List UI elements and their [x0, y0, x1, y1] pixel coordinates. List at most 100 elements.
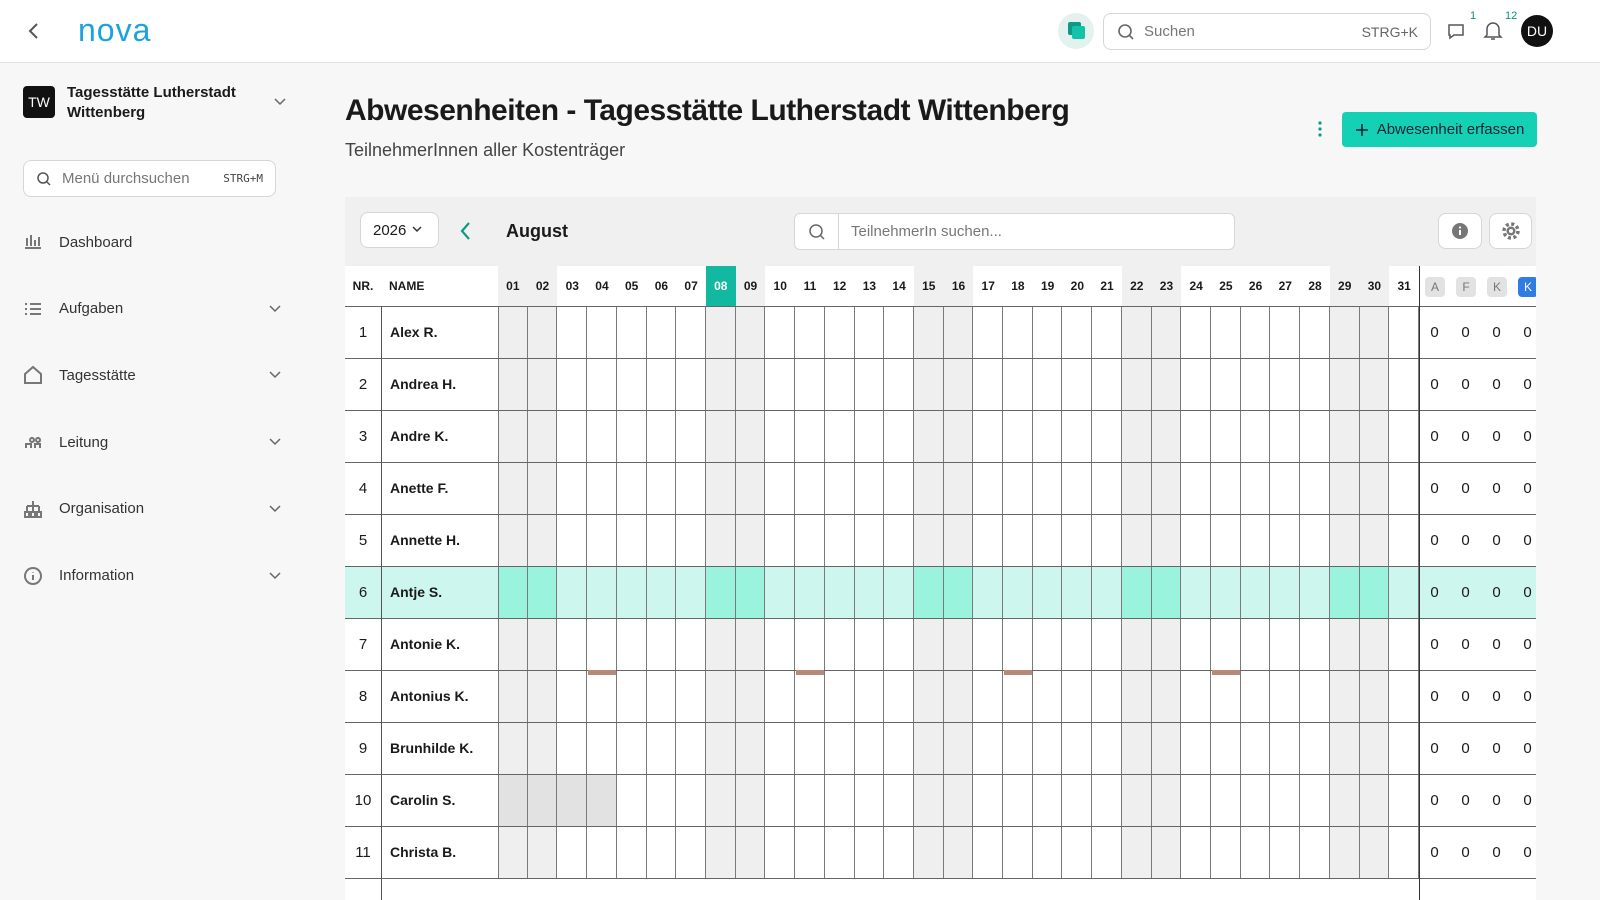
day-cell	[1032, 307, 1063, 358]
app-switch[interactable]	[1058, 13, 1094, 49]
back-button[interactable]	[24, 21, 44, 41]
day-cell	[1003, 775, 1033, 826]
count: 0	[1430, 583, 1439, 601]
logo[interactable]: nova	[78, 12, 152, 48]
org-name[interactable]: Tagesstätte Lutherstadt Wittenberg	[67, 84, 236, 121]
count: 0	[1461, 843, 1470, 861]
count: 0	[1492, 843, 1501, 861]
menu-chevron	[269, 505, 281, 512]
absence-marker	[1004, 670, 1032, 675]
avatar[interactable]: DU	[1521, 15, 1553, 47]
menu-item-label: Organisation	[59, 500, 145, 518]
day-cell	[1270, 775, 1301, 826]
day-cell	[765, 775, 796, 826]
menu-item[interactable]: Dashboard	[23, 227, 283, 257]
day-cell	[527, 515, 558, 566]
day-cell	[1121, 359, 1152, 410]
menu-item-label: Dashboard	[59, 233, 133, 251]
day-cell	[1211, 619, 1241, 670]
day-cell	[1151, 411, 1182, 462]
global-search[interactable]: Suchen STRG+K	[1103, 13, 1431, 50]
day-cell	[1092, 307, 1122, 358]
day-cell	[646, 463, 677, 514]
day-header: 12	[832, 279, 847, 293]
day-cell	[913, 463, 944, 514]
day-cell	[1032, 723, 1063, 774]
day-header: 26	[1248, 279, 1263, 293]
settings-button[interactable]	[1489, 213, 1532, 249]
day-header: 27	[1278, 279, 1292, 293]
day-cell	[913, 619, 944, 670]
menu-item[interactable]: Tagesstätte	[23, 360, 283, 390]
menu-chevron	[269, 438, 281, 446]
day-cell	[1121, 307, 1152, 358]
year-select[interactable]: 2026	[360, 212, 439, 248]
day-cell	[735, 411, 766, 462]
day-cell	[1121, 723, 1152, 774]
day-cell	[854, 307, 885, 358]
count: 0	[1492, 687, 1501, 705]
day-cell	[1032, 827, 1063, 878]
day-cell	[1003, 671, 1033, 722]
more-options[interactable]	[1312, 119, 1328, 139]
day-cell	[676, 515, 706, 566]
day-cell	[527, 307, 558, 358]
menu-chevron	[269, 571, 281, 579]
day-cell	[527, 359, 558, 410]
day-cell	[884, 515, 914, 566]
day-cell	[616, 515, 647, 566]
day-cell	[1062, 411, 1093, 462]
day-cell	[1121, 619, 1152, 670]
participant-search[interactable]: TeilnehmerIn suchen...	[794, 213, 1235, 250]
menu-search[interactable]: Menü durchsuchen STRG+M	[23, 160, 276, 197]
day-cell	[1300, 515, 1330, 566]
day-cell	[616, 463, 647, 514]
day-cell	[943, 567, 974, 618]
menu-item[interactable]: Organisation	[23, 494, 283, 524]
day-cell	[884, 723, 914, 774]
day-cell	[527, 567, 558, 618]
day-cell	[705, 515, 736, 566]
day-cell	[557, 827, 588, 878]
participant-name: Andre K.	[381, 410, 498, 462]
day-cell	[913, 307, 944, 358]
day-cell	[676, 307, 706, 358]
day-cell	[1003, 463, 1033, 514]
day-cell	[1270, 723, 1301, 774]
day-cell	[527, 411, 558, 462]
day-cell	[587, 827, 617, 878]
previous-month[interactable]	[457, 221, 473, 241]
day-cell	[824, 619, 855, 670]
day-cell	[616, 827, 647, 878]
notifications-icon[interactable]	[1483, 20, 1503, 42]
count: 0	[1430, 479, 1439, 497]
day-cell	[587, 567, 617, 618]
info-button[interactable]	[1438, 213, 1482, 249]
menu-item[interactable]: Information	[23, 561, 283, 591]
day-cell	[1062, 775, 1093, 826]
day-cell	[676, 775, 706, 826]
menu-item[interactable]: Leitung	[23, 427, 283, 457]
day-cell	[676, 827, 706, 878]
count: 0	[1461, 531, 1470, 549]
chat-icon[interactable]	[1446, 21, 1466, 41]
add-absence-button[interactable]: Abwesenheit erfassen	[1342, 112, 1537, 147]
day-cell	[943, 619, 974, 670]
day-cell	[1151, 671, 1182, 722]
day-cell	[1092, 775, 1122, 826]
day-cell	[527, 619, 558, 670]
day-header: 09	[735, 266, 766, 306]
day-cell	[1092, 463, 1122, 514]
org-chevron[interactable]	[272, 96, 288, 108]
count: 0	[1430, 635, 1439, 653]
count: 0	[1523, 739, 1532, 757]
day-cell	[1240, 723, 1271, 774]
day-cell	[913, 567, 944, 618]
menu-item[interactable]: Aufgaben	[23, 294, 283, 324]
day-cell	[884, 619, 914, 670]
day-cell	[705, 411, 736, 462]
day-cell	[1062, 307, 1093, 358]
day-cell	[735, 671, 766, 722]
day-cell	[1270, 307, 1301, 358]
